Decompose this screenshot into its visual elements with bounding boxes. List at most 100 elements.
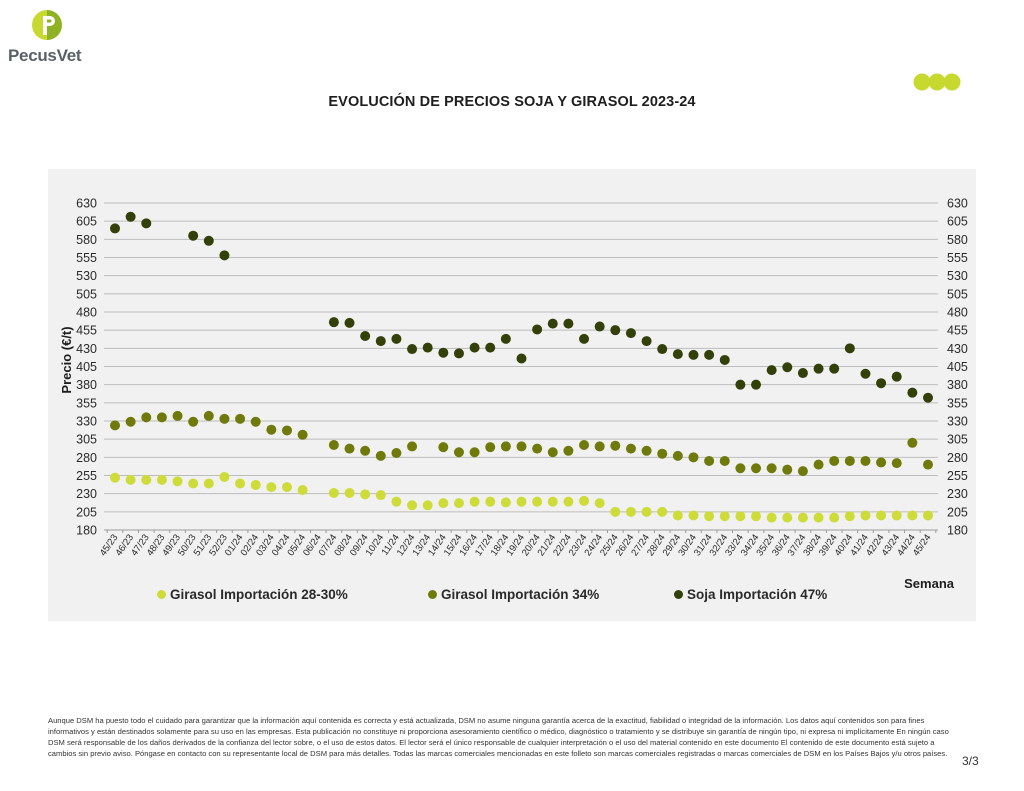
data-point [235, 478, 246, 489]
data-point [156, 412, 167, 423]
data-point [672, 510, 683, 521]
y-tick-label-right: 255 [947, 469, 968, 483]
data-point [719, 354, 730, 365]
data-point [594, 441, 605, 452]
data-point [344, 487, 355, 498]
data-point [813, 512, 824, 523]
legend-label: Girasol Importación 34% [441, 587, 600, 602]
data-point [641, 445, 652, 456]
data-point [438, 347, 449, 358]
data-point [876, 378, 887, 389]
y-axis-title: Precio (€/t) [59, 326, 74, 393]
data-point [141, 474, 152, 485]
data-point [469, 496, 480, 507]
data-point [782, 362, 793, 373]
chart-panel [48, 169, 976, 621]
data-point [625, 443, 636, 454]
data-point [125, 211, 136, 222]
y-axis-right: 180 205 230 255 280 305 330 355 380 405 430 455 480 5… [947, 197, 968, 538]
data-point [876, 510, 887, 521]
data-point [704, 511, 715, 522]
data-point [141, 412, 152, 423]
data-point [672, 349, 683, 360]
y-tick-label-right: 330 [947, 415, 968, 429]
data-point [923, 459, 933, 470]
data-point [485, 342, 496, 353]
legend-swatch-soja-47 [674, 590, 683, 599]
data-point [641, 336, 652, 347]
data-point [391, 496, 402, 507]
data-point [813, 363, 824, 374]
y-tick-label-right: 455 [947, 324, 968, 338]
data-point [516, 441, 527, 452]
data-point [172, 410, 183, 421]
y-tick-label-right: 430 [947, 342, 968, 356]
data-point [797, 368, 808, 379]
y-tick-label-right: 380 [947, 378, 968, 392]
data-point [813, 459, 824, 470]
data-point [188, 478, 199, 489]
data-point [516, 496, 527, 507]
y-tick-label-right: 180 [947, 524, 968, 538]
x-axis-title: Semana [904, 576, 955, 591]
data-point [250, 479, 261, 490]
data-point [172, 476, 183, 487]
data-point [156, 474, 167, 485]
data-point [563, 496, 574, 507]
data-point [735, 463, 746, 474]
pecusvet-logo-icon [32, 10, 62, 40]
data-points [110, 211, 933, 523]
data-point [704, 349, 715, 360]
data-point [532, 443, 543, 454]
data-point [829, 512, 840, 523]
y-tick-label-left: 280 [76, 451, 97, 465]
legend-label: Girasol Importación 28-30% [170, 587, 348, 602]
data-point [485, 496, 496, 507]
y-tick-label-right: 480 [947, 306, 968, 320]
data-point [328, 487, 339, 498]
data-point [407, 441, 418, 452]
data-point [125, 474, 136, 485]
data-point [829, 363, 840, 374]
brand-dots-icon [913, 73, 961, 91]
data-point [860, 455, 871, 466]
data-point [688, 510, 699, 521]
y-tick-label-right: 580 [947, 233, 968, 247]
data-point [610, 325, 621, 336]
data-point [797, 512, 808, 523]
y-tick-label-left: 180 [76, 524, 97, 538]
data-point [203, 478, 214, 489]
y-tick-label-right: 530 [947, 269, 968, 283]
data-point [782, 464, 793, 475]
y-tick-label-left: 555 [76, 251, 97, 265]
data-point [891, 371, 902, 382]
data-point [375, 450, 386, 461]
data-point [563, 318, 574, 329]
data-point [657, 344, 668, 355]
data-point [516, 353, 527, 364]
y-tick-label-left: 330 [76, 415, 97, 429]
y-tick-label-left: 630 [76, 197, 97, 211]
data-point [250, 416, 261, 427]
data-point [391, 333, 402, 344]
data-point [782, 512, 793, 523]
legend-item-soja-47: Soja Importación 47% [674, 587, 827, 602]
data-point [360, 445, 371, 456]
data-point [188, 230, 199, 241]
legend-label: Soja Importación 47% [687, 587, 828, 602]
data-point [500, 333, 511, 344]
y-tick-label-left: 380 [76, 378, 97, 392]
data-point [203, 410, 214, 421]
data-point [266, 424, 277, 435]
y-tick-label-right: 305 [947, 433, 968, 447]
data-point [219, 250, 230, 261]
y-tick-label-left: 430 [76, 342, 97, 356]
data-point [844, 343, 855, 354]
data-point [625, 328, 636, 339]
y-tick-label-left: 405 [76, 360, 97, 374]
gridlines [104, 202, 938, 513]
data-point [751, 379, 762, 390]
y-tick-label-left: 230 [76, 487, 97, 501]
data-point [110, 472, 120, 483]
